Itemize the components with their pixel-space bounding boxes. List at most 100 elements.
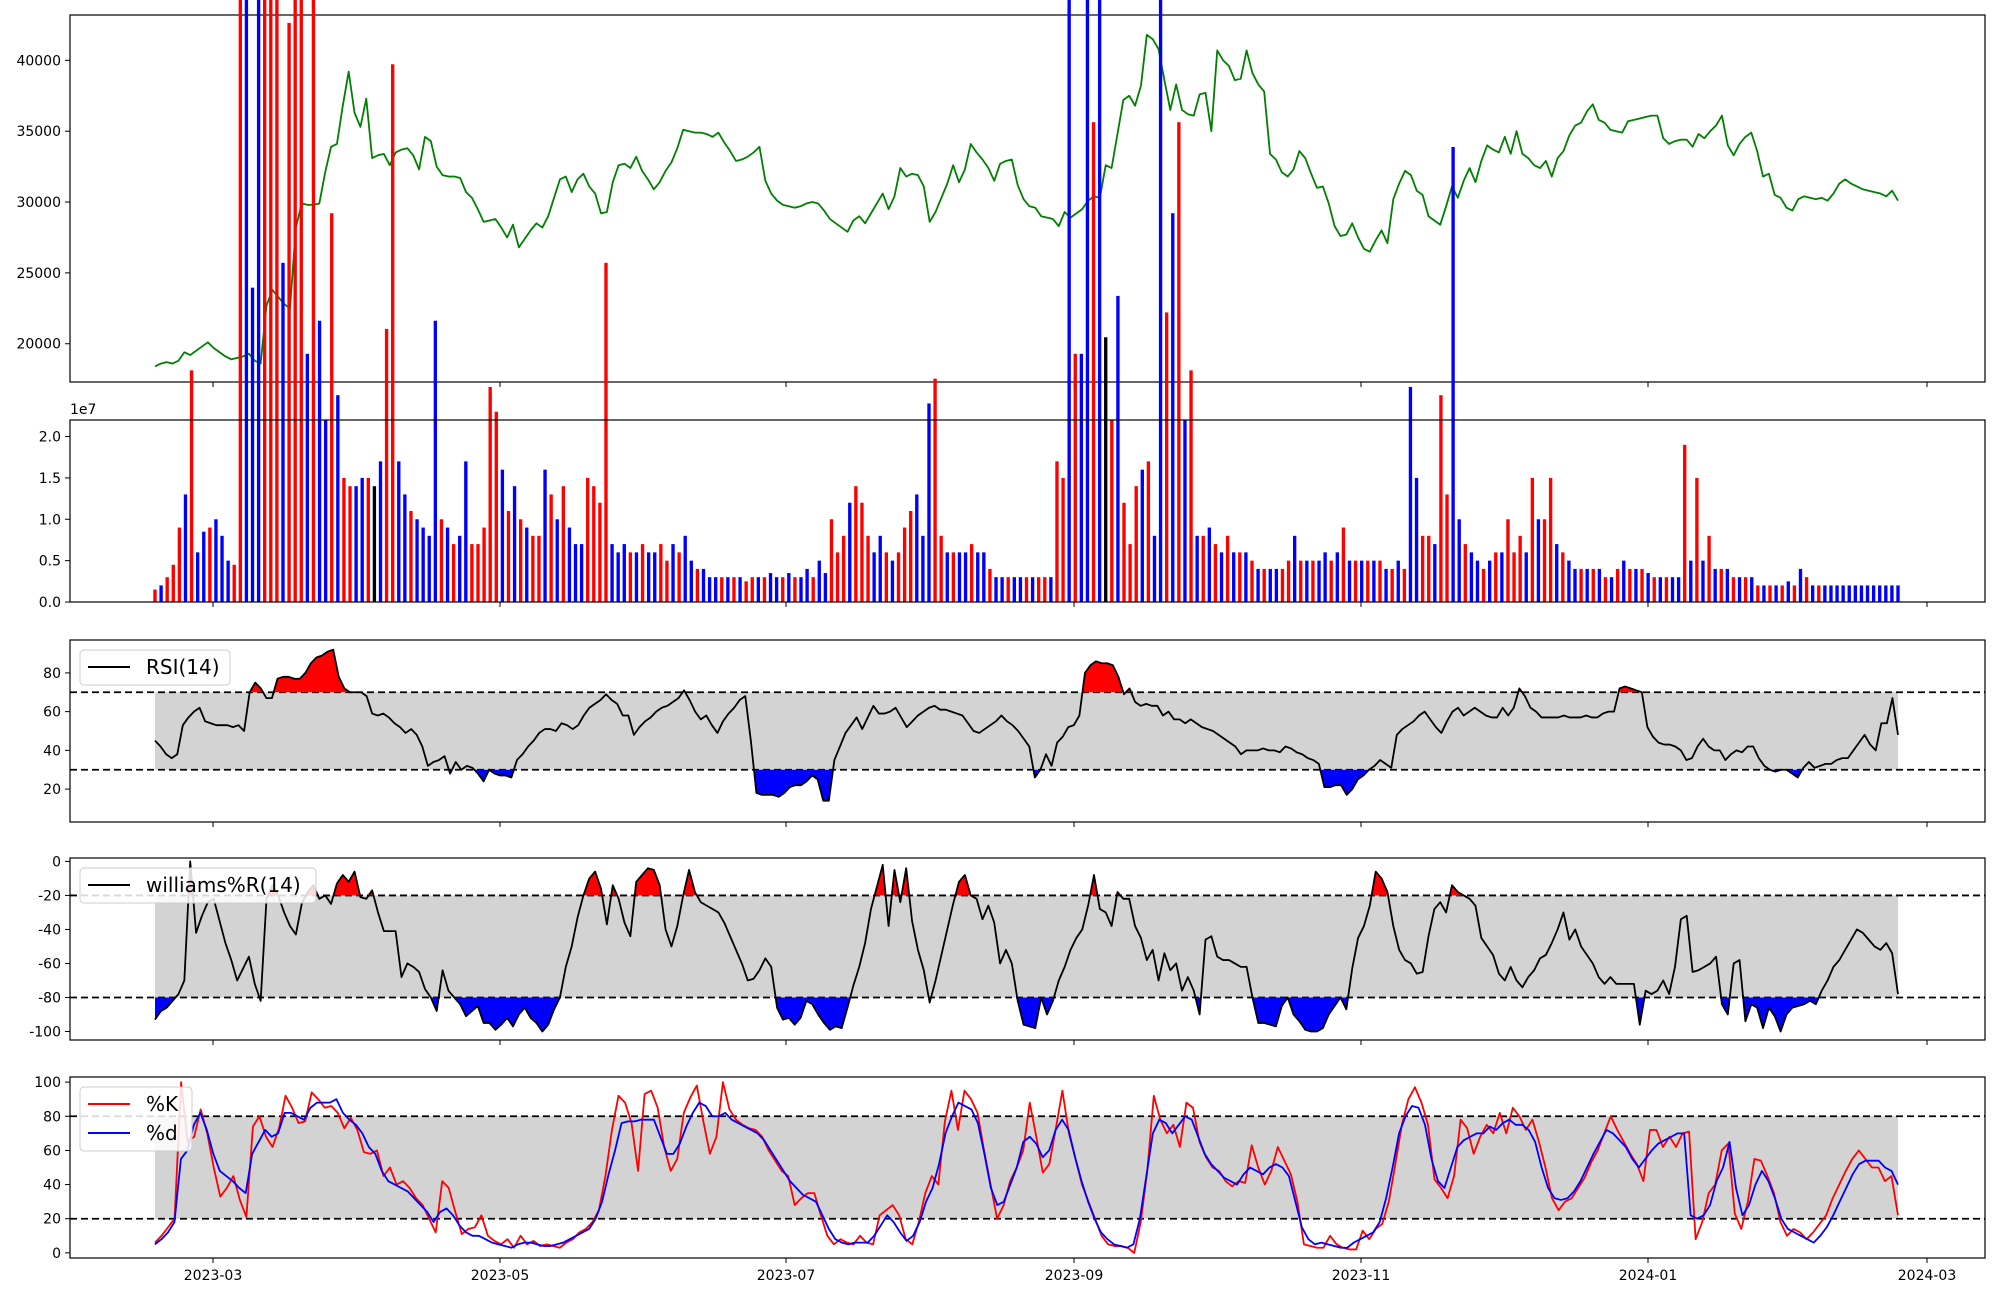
volume-bar	[1158, 0, 1163, 602]
volume-bar	[1390, 568, 1394, 602]
volume-bar	[1201, 535, 1205, 602]
volume-bar	[1488, 560, 1492, 602]
volume-bar	[415, 519, 419, 602]
volume-panel: 0.0 0.5 1.0 1.5 2.0 1e7	[39, 0, 1986, 611]
volume-bar	[1000, 577, 1004, 602]
volume-bar	[957, 552, 962, 602]
volume-bar	[726, 577, 730, 602]
volume-bar	[1323, 552, 1327, 602]
stochastic-ytick-label-5: 100	[34, 1075, 61, 1091]
volume-bar	[464, 461, 468, 602]
volume-bar	[1433, 544, 1437, 602]
volume-bar	[1512, 552, 1516, 602]
volume-bar	[1439, 395, 1443, 602]
volume-bar	[482, 527, 486, 602]
volume-bar	[561, 486, 565, 602]
volume-bar	[1183, 420, 1187, 602]
volume-bar	[311, 0, 316, 602]
volume-ytick-label-3: 1.5	[39, 471, 61, 487]
volume-bar	[1274, 568, 1279, 602]
stochastic-neutral-band	[155, 1116, 1898, 1219]
volume-bar	[1024, 577, 1029, 602]
volume-bar	[963, 552, 968, 602]
volume-bar	[330, 213, 334, 602]
volume-bar	[1305, 560, 1309, 602]
volume-bar	[360, 477, 364, 602]
price-panel: 20000 25000 30000 35000 40000	[16, 14, 1986, 387]
volume-bar	[153, 589, 157, 602]
volume-bar	[189, 370, 194, 602]
volume-bar	[1871, 585, 1876, 602]
rsi-frame	[69, 639, 1986, 823]
volume-bar	[1500, 552, 1504, 602]
volume-bar	[1542, 519, 1547, 602]
volume-bar	[1317, 560, 1321, 602]
volume-bar	[287, 22, 291, 603]
volume-bar	[634, 552, 639, 602]
volume-bar	[677, 552, 681, 602]
volume-bar	[720, 577, 724, 602]
volume-bar	[1804, 577, 1809, 602]
volume-bar	[518, 519, 523, 602]
volume-bar	[1329, 560, 1333, 602]
williams-line	[154, 860, 1899, 1033]
williams-oversold-fill	[454, 997, 560, 1032]
volume-bar	[348, 486, 352, 602]
volume-bar	[945, 552, 949, 602]
volume-ytick-label-0: 0.0	[39, 595, 61, 611]
volume-ytick-label-4: 2.0	[39, 430, 61, 446]
williams-legend-label: williams%R(14)	[146, 873, 301, 897]
volume-bar	[982, 552, 986, 602]
volume-bar	[409, 511, 413, 602]
price-ytick-label-1: 25000	[16, 266, 61, 282]
volume-bar	[1128, 544, 1132, 602]
volume-bar	[1463, 544, 1467, 602]
rsi-overbought-fill	[273, 649, 350, 693]
volume-bar	[1597, 568, 1602, 602]
volume-bar	[927, 403, 931, 602]
volume-bar	[177, 527, 182, 602]
volume-bar	[799, 577, 803, 602]
volume-bar	[768, 573, 773, 602]
volume-bar	[159, 585, 163, 602]
rsi-legend-label: RSI(14)	[146, 655, 220, 679]
volume-bar	[762, 577, 767, 602]
volume-bar	[787, 573, 791, 602]
volume-bar	[439, 519, 444, 602]
volume-bar	[951, 552, 956, 602]
volume-bar	[226, 560, 230, 602]
stochastic-ytick-label-4: 80	[43, 1109, 61, 1125]
volume-bar	[1079, 353, 1084, 602]
volume-bar	[579, 544, 584, 602]
volume-bar	[1652, 577, 1656, 602]
volume-bar	[732, 577, 736, 602]
volume-bar	[695, 568, 700, 602]
volume-bar	[1262, 568, 1266, 602]
xtick-label-1: 2023-05	[471, 1268, 530, 1284]
volume-bar	[500, 469, 505, 602]
volume-bar	[458, 535, 462, 602]
xtick-label-4: 2023-11	[1332, 1268, 1391, 1284]
volume-bar	[909, 511, 913, 602]
volume-bar	[1524, 552, 1528, 602]
volume-bar	[494, 411, 498, 602]
volume-bar	[1055, 461, 1059, 602]
volume-bar	[1311, 560, 1315, 602]
volume-bar	[1408, 386, 1413, 602]
williams-overbought-fill	[583, 871, 603, 896]
volume-bar	[1225, 535, 1230, 602]
volume-bar	[384, 329, 389, 602]
williams-ytick-label-3: -40	[38, 922, 61, 938]
rsi-legend-box	[79, 649, 231, 686]
volume-bar	[1774, 585, 1778, 602]
volume-bar	[470, 544, 474, 602]
williams-neutral-band	[155, 895, 1898, 998]
williams-overbought-fill	[955, 875, 971, 896]
rsi-neutral-band	[155, 692, 1898, 770]
volume-bar	[1073, 353, 1077, 602]
volume-bar	[1750, 577, 1754, 602]
volume-bar	[689, 560, 693, 602]
volume-bar	[1085, 0, 1090, 602]
volume-bar	[1122, 502, 1126, 602]
